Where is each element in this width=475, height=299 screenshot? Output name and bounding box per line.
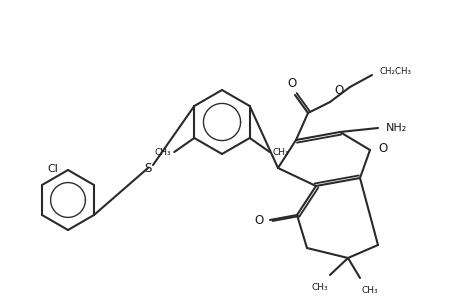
Text: Cl: Cl bbox=[47, 164, 58, 174]
Text: CH₃: CH₃ bbox=[273, 148, 289, 157]
Text: O: O bbox=[255, 214, 264, 228]
Text: S: S bbox=[144, 161, 152, 175]
Text: CH₂CH₃: CH₂CH₃ bbox=[380, 68, 412, 77]
Text: NH₂: NH₂ bbox=[386, 123, 407, 133]
Text: CH₃: CH₃ bbox=[155, 148, 171, 157]
Text: O: O bbox=[287, 77, 296, 90]
Text: O: O bbox=[334, 84, 343, 97]
Text: CH₃: CH₃ bbox=[362, 286, 379, 295]
Text: O: O bbox=[378, 141, 387, 155]
Text: CH₃: CH₃ bbox=[312, 283, 328, 292]
